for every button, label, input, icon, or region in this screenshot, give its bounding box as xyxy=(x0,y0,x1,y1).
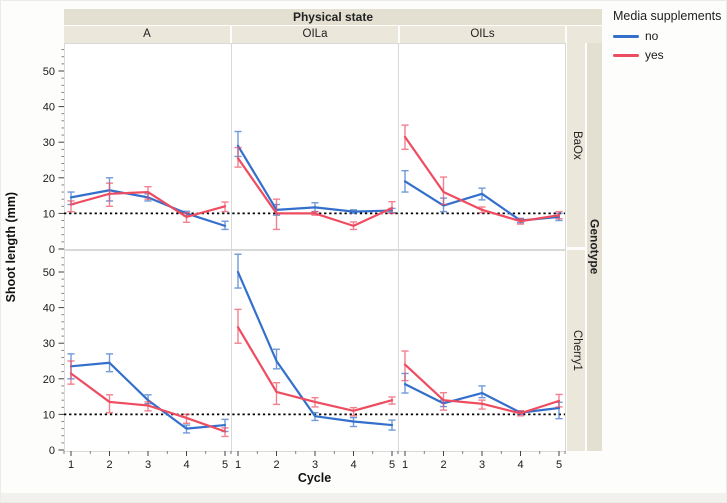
series-line-no[interactable] xyxy=(403,383,561,414)
series-line-yes[interactable] xyxy=(236,157,394,227)
x-tick-label: 4 xyxy=(183,459,189,471)
y-tick-label: 0 xyxy=(49,244,55,256)
series-line-yes[interactable] xyxy=(69,190,227,219)
facet-corner-strip xyxy=(567,26,602,43)
facet-row-strip-cherry1: Cherry1 xyxy=(567,250,585,451)
series-line-yes[interactable] xyxy=(403,363,561,415)
panel-baox-a xyxy=(64,43,232,250)
y-tick-label: 30 xyxy=(43,137,55,149)
x-tick-label: 2 xyxy=(106,459,112,471)
y-tick-label: 50 xyxy=(43,66,55,78)
x-tick-label: 1 xyxy=(68,459,74,471)
facet-row-label: BaOx xyxy=(570,130,583,160)
panel-cherry1-oila xyxy=(231,250,399,452)
y-tick-label: 40 xyxy=(43,303,55,315)
legend: Media supplements no yes xyxy=(613,9,725,67)
legend-item-yes[interactable]: yes xyxy=(613,48,725,62)
series-line-no[interactable] xyxy=(236,144,394,213)
facet-col-label: OILa xyxy=(302,27,328,40)
x-tick-label: 3 xyxy=(312,459,318,471)
facet-row-header-strip: Genotype xyxy=(587,43,602,451)
panel-baox-oils xyxy=(398,43,566,250)
x-tick-label: 1 xyxy=(402,459,408,471)
x-tick-label: 2 xyxy=(440,459,446,471)
series-line-no[interactable] xyxy=(69,361,227,430)
facet-row-header-label: Genotype xyxy=(587,219,602,275)
legend-title: Media supplements xyxy=(613,9,722,23)
x-tick-label: 5 xyxy=(556,459,562,471)
y-axis-title: Shoot length (mm) xyxy=(4,191,18,303)
legend-item-no[interactable]: no xyxy=(613,29,725,43)
x-tick-label: 4 xyxy=(350,459,356,471)
x-tick-label: 3 xyxy=(479,459,485,471)
facet-col-label: A xyxy=(143,27,151,40)
legend-item-label: no xyxy=(645,29,659,43)
facet-col-header-strip: Physical state xyxy=(64,9,602,25)
x-axis-title: Cycle xyxy=(297,471,332,485)
x-tick-label: 2 xyxy=(273,459,279,471)
facet-col-strip-oils: OILs xyxy=(400,26,565,43)
error-bars-yes xyxy=(67,360,229,438)
y-tick-label: 20 xyxy=(43,374,55,386)
line-swatch-yes-icon xyxy=(613,53,639,57)
y-tick-label: 20 xyxy=(43,173,55,185)
x-tick-label: 4 xyxy=(517,459,523,471)
y-tick-label: 40 xyxy=(43,102,55,114)
y-tick-label: 0 xyxy=(49,445,55,457)
y-tick-label: 30 xyxy=(43,338,55,350)
x-tick-label: 5 xyxy=(389,459,395,471)
panel-cherry1-oils xyxy=(398,250,566,452)
series-line-yes[interactable] xyxy=(69,372,227,433)
facet-row-strip-baox: BaOx xyxy=(567,43,585,247)
y-tick-label: 50 xyxy=(43,267,55,279)
page-margin xyxy=(1,493,726,502)
facet-col-strip-a: A xyxy=(64,26,230,43)
facet-col-strip-oila: OILa xyxy=(232,26,398,43)
y-tick-label: 10 xyxy=(43,208,55,220)
series-line-yes[interactable] xyxy=(403,135,561,223)
facet-col-label: OILs xyxy=(470,27,495,40)
error-bars-yes xyxy=(67,182,229,224)
x-tick-label: 5 xyxy=(222,459,228,471)
line-swatch-no-icon xyxy=(613,34,639,38)
y-tick-label: 10 xyxy=(43,409,55,421)
x-tick-label: 1 xyxy=(235,459,241,471)
legend-item-label: yes xyxy=(645,48,664,62)
facet-row-label: Cherry1 xyxy=(570,330,583,371)
series-line-yes[interactable] xyxy=(236,326,394,412)
facet-col-header-label: Physical state xyxy=(292,10,374,24)
series-line-no[interactable] xyxy=(236,270,394,427)
panel-cherry1-a xyxy=(64,250,232,452)
error-bars-yes xyxy=(234,308,396,417)
panel-baox-oila xyxy=(231,43,399,250)
x-tick-label: 3 xyxy=(145,459,151,471)
